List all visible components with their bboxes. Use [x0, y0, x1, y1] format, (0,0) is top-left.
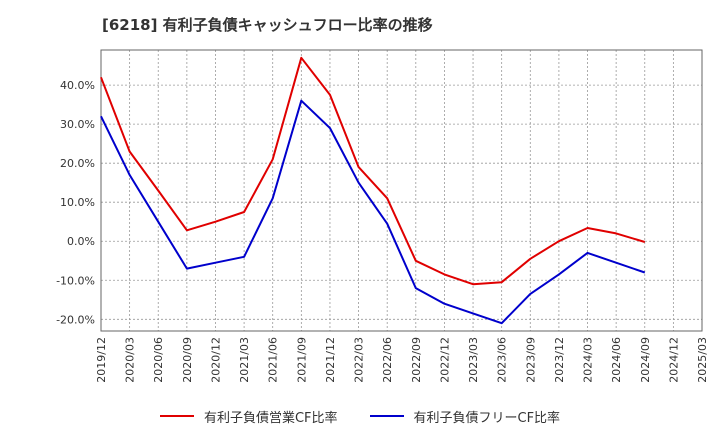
- x-tick-label: 2022/06: [381, 337, 394, 383]
- x-tick-label: 2020/03: [124, 337, 137, 383]
- legend-label-operating-cf: 有利子負債営業CF比率: [203, 410, 338, 426]
- series-line-free-cf: [100, 99, 646, 325]
- plot-frame: [100, 49, 703, 332]
- x-tick-label: 2023/06: [496, 337, 509, 383]
- legend-item-free-cf: 有利子負債フリーCF比率: [369, 407, 561, 426]
- x-tick-label: 2021/09: [295, 337, 308, 383]
- legend-swatch-operating-cf: [159, 415, 194, 417]
- legend-swatch-free-cf: [369, 415, 404, 417]
- x-tick-label: 2023/03: [467, 337, 480, 383]
- x-tick-label: 2021/12: [324, 337, 337, 383]
- x-tick-label: 2024/12: [667, 337, 680, 383]
- x-tick-label: 2020/12: [209, 337, 222, 383]
- y-tick-label: -20.0%: [56, 313, 95, 326]
- chart-title: [6218] 有利子負債キャッシュフロー比率の推移: [102, 16, 433, 34]
- y-tick-label: -10.0%: [56, 274, 95, 287]
- x-tick-label: 2022/09: [410, 337, 423, 383]
- y-tick-label: 30.0%: [60, 118, 95, 131]
- y-tick-label: 10.0%: [60, 196, 95, 209]
- legend: 有利子負債営業CF比率 有利子負債フリーCF比率: [0, 404, 720, 428]
- x-tick-label: 2019/12: [95, 337, 108, 383]
- x-tick-label: 2025/03: [696, 337, 709, 383]
- x-tick-label: 2021/03: [238, 337, 251, 383]
- plot-area: [101, 50, 702, 331]
- x-tick-label: 2024/03: [582, 337, 595, 383]
- legend-item-operating-cf: 有利子負債営業CF比率: [159, 407, 338, 426]
- x-tick-label: 2020/06: [152, 337, 165, 383]
- legend-label-free-cf: 有利子負債フリーCF比率: [413, 410, 561, 426]
- x-tick-label: 2020/09: [181, 337, 194, 383]
- x-tick-label: 2021/06: [267, 337, 280, 383]
- x-tick-label: 2024/06: [610, 337, 623, 383]
- y-tick-label: 20.0%: [60, 157, 95, 170]
- x-tick-label: 2023/09: [524, 337, 537, 383]
- x-tick-label: 2023/12: [553, 337, 566, 383]
- y-tick-label: 40.0%: [60, 79, 95, 92]
- x-tick-label: 2022/03: [353, 337, 366, 383]
- y-tick-label: 0.0%: [67, 235, 95, 248]
- x-tick-label: 2022/12: [438, 337, 451, 383]
- series-line-operating-cf: [100, 56, 646, 286]
- x-tick-label: 2024/09: [639, 337, 652, 383]
